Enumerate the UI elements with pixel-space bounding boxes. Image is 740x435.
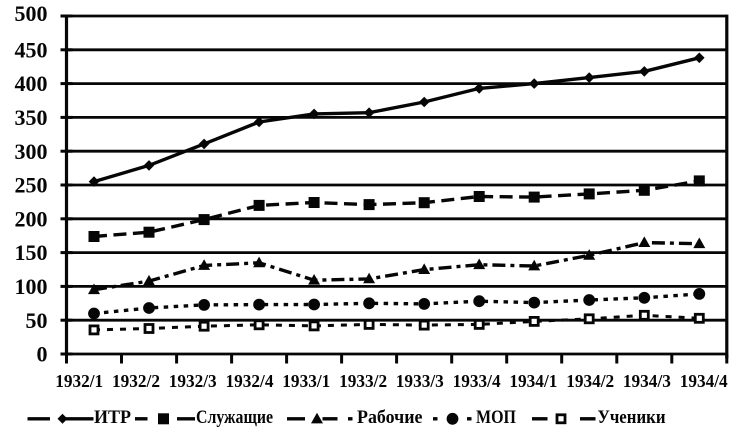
svg-text:1932/3: 1932/3 bbox=[169, 371, 217, 391]
svg-text:ИТР: ИТР bbox=[94, 408, 131, 428]
svg-text:1932/2: 1932/2 bbox=[112, 371, 160, 391]
svg-text:МОП: МОП bbox=[476, 408, 517, 428]
svg-text:200: 200 bbox=[15, 206, 48, 231]
svg-text:Служащие: Служащие bbox=[196, 408, 273, 428]
svg-text:Рабочие: Рабочие bbox=[357, 408, 423, 428]
svg-text:Ученики: Ученики bbox=[598, 408, 666, 428]
svg-text:1933/1: 1933/1 bbox=[282, 371, 330, 391]
svg-text:1934/1: 1934/1 bbox=[509, 371, 557, 391]
svg-text:1934/4: 1934/4 bbox=[680, 371, 728, 391]
svg-text:300: 300 bbox=[15, 139, 48, 164]
svg-text:1933/3: 1933/3 bbox=[396, 371, 444, 391]
svg-text:100: 100 bbox=[15, 274, 48, 299]
svg-text:250: 250 bbox=[15, 173, 48, 198]
svg-text:1933/4: 1933/4 bbox=[453, 371, 501, 391]
svg-text:500: 500 bbox=[15, 1, 48, 26]
svg-text:450: 450 bbox=[15, 37, 48, 62]
svg-text:350: 350 bbox=[15, 105, 48, 130]
svg-text:1934/2: 1934/2 bbox=[566, 371, 614, 391]
svg-text:1934/3: 1934/3 bbox=[623, 371, 671, 391]
svg-text:1932/4: 1932/4 bbox=[226, 371, 274, 391]
svg-text:0: 0 bbox=[37, 342, 48, 367]
svg-text:400: 400 bbox=[15, 71, 48, 96]
svg-text:1933/2: 1933/2 bbox=[339, 371, 387, 391]
svg-text:150: 150 bbox=[15, 240, 48, 265]
svg-text:1932/1: 1932/1 bbox=[55, 371, 103, 391]
svg-text:50: 50 bbox=[26, 308, 48, 333]
